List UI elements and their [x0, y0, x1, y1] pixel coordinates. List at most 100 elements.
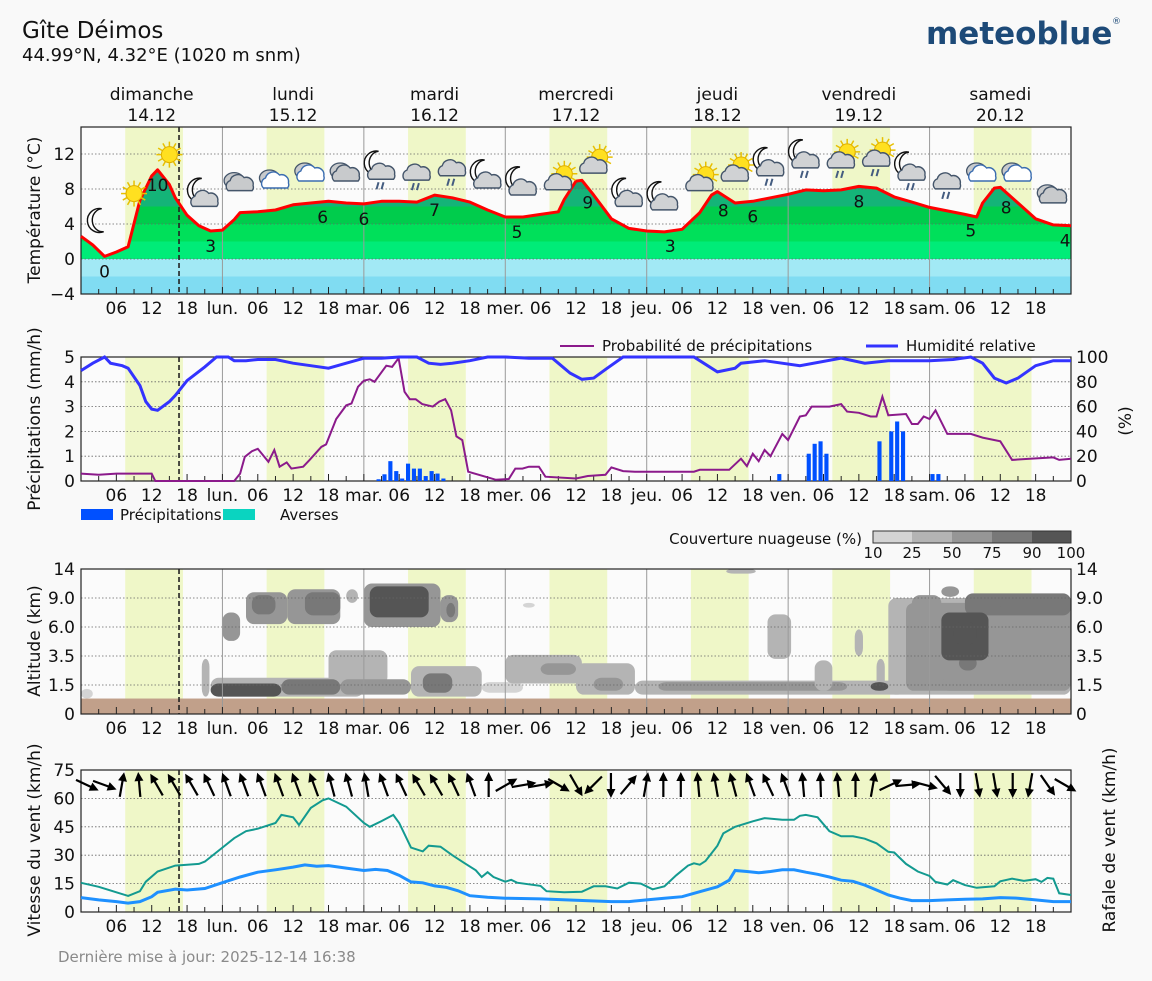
- x-tick-label: 06: [671, 486, 693, 506]
- colorbar-segment: [1032, 531, 1071, 543]
- sun-ray: [744, 153, 749, 159]
- arrow-shaft: [642, 777, 649, 798]
- precipitation-bar: [388, 461, 393, 481]
- arrow-head: [676, 772, 686, 781]
- x-tick-label: 18: [176, 486, 198, 506]
- arrow-head: [693, 772, 703, 782]
- sun-ray: [853, 155, 859, 160]
- arrow-shaft: [747, 778, 756, 797]
- y-tick-label: 0: [64, 472, 75, 492]
- y-tick-label-right: 14: [1076, 560, 1098, 580]
- x-tick-label: 06: [247, 917, 269, 937]
- moon-cloud-icon: [186, 177, 219, 208]
- moon-cloud-icon: [505, 166, 537, 196]
- x-day-label: ven.: [770, 917, 807, 937]
- x-tick-label: 06: [954, 486, 976, 506]
- x-tick-label: 06: [671, 917, 693, 937]
- wind-direction-arrow-icon: [495, 778, 518, 792]
- x-tick-label: 06: [530, 719, 552, 739]
- y-tick-label: 8: [64, 180, 75, 200]
- x-tick-label: 12: [989, 719, 1011, 739]
- temperature-label: 4: [1060, 231, 1071, 251]
- panel-wind: [75, 769, 1077, 913]
- cloud-patch: [369, 586, 429, 618]
- y-tick-label: 9.0: [48, 589, 75, 609]
- y-tick-label-right: 40: [1076, 422, 1098, 442]
- cloud-shape: [508, 178, 537, 196]
- cloud-patch: [658, 682, 848, 691]
- rain-drop: [905, 182, 910, 191]
- wind-direction-arrow-icon: [1008, 773, 1018, 798]
- arrow-shaft: [328, 777, 336, 797]
- arrow-shaft: [380, 778, 389, 797]
- wind-direction-arrow-icon: [727, 772, 738, 797]
- x-tick-label: 06: [530, 299, 552, 319]
- cloud-shape: [1038, 186, 1068, 204]
- sun-ray: [850, 140, 855, 146]
- y-tick-label-right: 1.5: [1076, 676, 1103, 696]
- precipitation-bar: [889, 431, 894, 481]
- x-day-label: mar.: [345, 719, 383, 739]
- panel-temperature: [80, 126, 1072, 295]
- x-tick-label: 12: [989, 486, 1011, 506]
- x-day-label: lun.: [207, 917, 239, 937]
- arrow-head: [238, 772, 247, 783]
- wind-direction-arrow-icon: [326, 772, 336, 797]
- meteoblue-logo[interactable]: meteoblue: [926, 16, 1112, 52]
- cloud-shape: [826, 151, 856, 169]
- cloud-patch: [81, 688, 93, 699]
- wind-direction-arrow-icon: [869, 772, 879, 798]
- x-day-label: lun.: [207, 299, 239, 319]
- x-tick-label: 06: [388, 917, 410, 937]
- wind-direction-arrow-icon: [693, 772, 703, 798]
- y-tick-label: 30: [53, 846, 75, 866]
- x-tick-label: 18: [318, 917, 340, 937]
- sun-ray: [162, 161, 167, 167]
- temperature-label: 7: [429, 201, 440, 221]
- y-axis-label-altitude: Altitude (km): [25, 585, 45, 697]
- arrow-shaft: [569, 774, 581, 792]
- moon-cloud-rain-icon: [363, 150, 396, 190]
- cloud-patch: [481, 682, 523, 693]
- legend-precipitation: Précipitations: [120, 506, 222, 524]
- cloud-patch: [422, 673, 453, 693]
- rain-drop: [451, 178, 456, 187]
- arrow-head: [727, 772, 737, 783]
- cloud-patch: [870, 682, 889, 691]
- wind-direction-arrow-icon: [1025, 772, 1034, 798]
- overcast-icon: [329, 162, 361, 182]
- sun-ray: [137, 200, 142, 206]
- x-tick-label: 06: [813, 486, 835, 506]
- x-day-label: jeu.: [630, 917, 662, 937]
- x-tick-label: 06: [530, 486, 552, 506]
- wind-direction-arrow-icon: [710, 772, 720, 798]
- x-tick-label: 12: [848, 299, 870, 319]
- sun-ray: [875, 138, 880, 144]
- wind-direction-arrow-icon: [255, 772, 267, 797]
- arrow-shaft: [293, 778, 302, 797]
- x-tick-label: 06: [106, 917, 128, 937]
- cloud-shape: [861, 149, 891, 167]
- sun-ray: [592, 145, 597, 151]
- x-tick-label: 12: [141, 299, 163, 319]
- arrow-head: [869, 772, 879, 782]
- arrow-shaft: [587, 775, 603, 791]
- wind-direction-arrow-icon: [290, 772, 302, 797]
- x-tick-label: 18: [318, 486, 340, 506]
- wind-direction-arrow-icon: [762, 773, 775, 797]
- arrow-shaft: [1054, 778, 1072, 790]
- rain-drop: [946, 191, 951, 200]
- sun-ray: [889, 142, 895, 147]
- daylight-band: [125, 569, 183, 714]
- sun-ray: [567, 162, 572, 168]
- arrow-head: [1066, 783, 1077, 792]
- x-tick-label: 06: [247, 719, 269, 739]
- arrow-head: [606, 789, 616, 798]
- wind-direction-arrow-icon: [221, 772, 232, 797]
- x-tick-label: 12: [424, 299, 446, 319]
- x-day-label: mar.: [345, 917, 383, 937]
- y-tick-label: 12: [53, 145, 75, 165]
- colorbar-segment: [992, 531, 1032, 543]
- arrow-shaft: [346, 777, 354, 797]
